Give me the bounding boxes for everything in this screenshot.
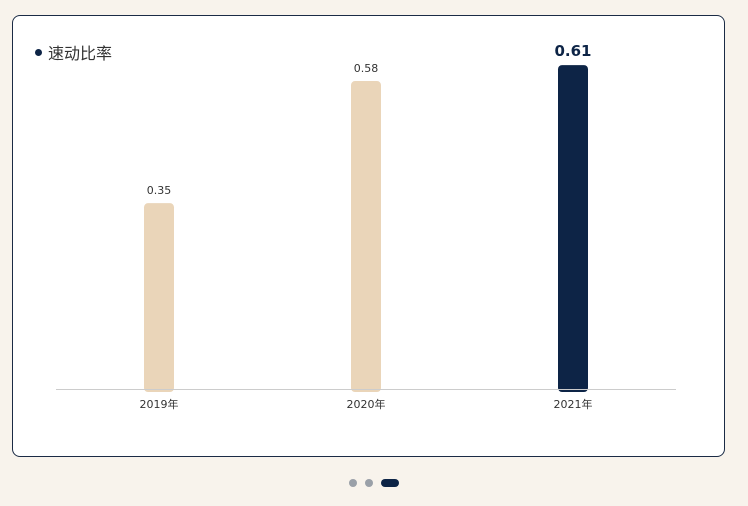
data-label-2021年: 0.61 [554,42,591,60]
x-tick-label-2020年: 2020年 [347,397,386,411]
bar-chart: 0.35 2019年 0.58 2020年 0.61 2021年 [56,42,676,411]
x-tick-label-2021年: 2021年 [554,397,593,411]
carousel-pager [0,478,748,488]
title-bullet-icon [35,48,42,56]
pager-dot-1[interactable] [349,479,357,487]
x-tick-label-2019年: 2019年 [140,397,179,411]
bar-2019年[interactable] [144,203,174,392]
chart-title-row: 速动比率 [35,40,112,64]
data-label-2019年: 0.35 [147,184,172,197]
chart-card: 速动比率 0.35 2019年 0.58 2020年 0.61 2021年 [12,15,725,457]
chart-title: 速动比率 [48,44,113,63]
data-label-2020年: 0.58 [354,62,379,75]
bar-2021年[interactable] [558,65,588,392]
pager-dot-3[interactable] [381,479,399,487]
pager-dot-2[interactable] [365,479,373,487]
bar-2020年[interactable] [351,81,381,393]
